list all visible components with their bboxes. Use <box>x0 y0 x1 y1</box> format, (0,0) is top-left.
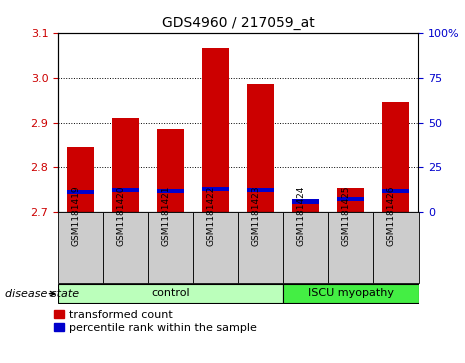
Title: GDS4960 / 217059_at: GDS4960 / 217059_at <box>162 16 315 30</box>
Bar <box>247 188 274 192</box>
Bar <box>247 84 274 212</box>
Bar <box>157 129 184 212</box>
Text: disease state: disease state <box>5 289 79 299</box>
Bar <box>328 212 373 283</box>
Bar <box>58 284 283 303</box>
Text: GSM1181424: GSM1181424 <box>297 186 306 246</box>
Bar <box>338 197 365 201</box>
Bar <box>239 212 283 283</box>
Bar <box>382 102 410 212</box>
Text: GSM1181425: GSM1181425 <box>342 185 351 246</box>
Bar <box>157 188 184 193</box>
Text: GSM1181420: GSM1181420 <box>117 185 126 246</box>
Bar <box>103 212 148 283</box>
Bar <box>193 212 238 283</box>
Bar <box>148 212 193 283</box>
Text: GSM1181423: GSM1181423 <box>252 185 261 246</box>
Legend: transformed count, percentile rank within the sample: transformed count, percentile rank withi… <box>54 310 257 333</box>
Bar <box>67 147 94 212</box>
Text: GSM1181422: GSM1181422 <box>207 186 216 246</box>
Bar <box>112 188 139 192</box>
Bar <box>112 118 139 212</box>
Bar <box>283 212 328 283</box>
Bar <box>67 190 94 195</box>
Text: control: control <box>152 288 190 298</box>
Bar <box>58 212 103 283</box>
Bar <box>283 284 418 303</box>
Bar <box>292 199 319 212</box>
Text: GSM1181419: GSM1181419 <box>72 185 80 246</box>
Bar <box>202 187 229 191</box>
Text: GSM1181421: GSM1181421 <box>162 185 171 246</box>
Text: GSM1181426: GSM1181426 <box>387 185 396 246</box>
Bar <box>382 188 410 193</box>
Bar <box>338 188 365 212</box>
Bar <box>373 212 418 283</box>
Bar <box>202 48 229 212</box>
Bar <box>292 199 319 204</box>
Text: ISCU myopathy: ISCU myopathy <box>308 288 394 298</box>
